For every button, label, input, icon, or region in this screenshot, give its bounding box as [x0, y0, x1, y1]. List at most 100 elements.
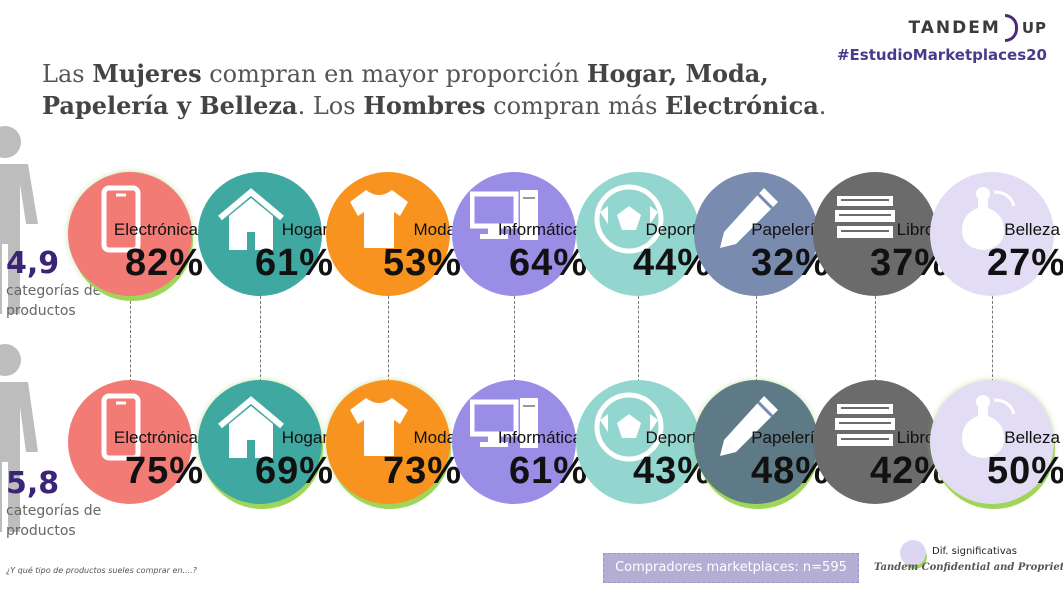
survey-question: ¿Y qué tipo de productos sueles comprar … — [6, 566, 197, 575]
category-label: Hogar — [281, 428, 328, 447]
category-label: Hogar — [281, 220, 328, 239]
category-label: Moda — [413, 220, 456, 239]
connector-line — [638, 296, 639, 382]
category-label: Belleza — [1004, 220, 1060, 239]
women-category-4: Informática 64% — [452, 172, 587, 296]
house-icon — [216, 184, 286, 254]
women-category-8: Belleza 27% — [930, 172, 1063, 296]
category-circle — [694, 380, 818, 504]
significance-marker-icon — [900, 540, 926, 566]
category-circle — [930, 380, 1054, 504]
avg-label-line: productos — [6, 523, 76, 539]
perfume-icon — [948, 184, 1018, 254]
title-bold: Electrónica — [665, 91, 819, 120]
avg-label-line: productos — [6, 303, 76, 319]
books-icon — [831, 184, 901, 254]
category-circle — [930, 172, 1054, 296]
category-circle — [452, 172, 576, 296]
category-percentage: 75% — [124, 450, 204, 492]
category-percentage: 69% — [254, 450, 334, 492]
category-label: Papelería — [751, 220, 824, 239]
man-silhouette-icon — [0, 344, 38, 532]
women-category-3: Moda 53% — [326, 172, 461, 296]
category-circle — [68, 380, 192, 504]
woman-silhouette-icon — [0, 126, 38, 314]
title-bold: Hombres — [363, 91, 486, 120]
connector-line — [992, 296, 993, 382]
title-bold: Hogar, Moda, — [586, 59, 769, 88]
men-category-3: Moda 73% — [326, 380, 461, 504]
slide-title: Las Mujeres compran en mayor proporción … — [42, 58, 862, 122]
avg-label-line: categorías de — [6, 283, 102, 299]
category-label: Deporte — [645, 428, 706, 447]
category-percentage: 82% — [124, 242, 204, 284]
category-circle — [452, 380, 576, 504]
confidential-notice: Tandem Confidential and Proprietary — [874, 562, 1063, 573]
women-category-row: Electrónica 82% Hogar 61% Moda 53% Informática… — [0, 172, 1063, 302]
category-label: Informática — [497, 428, 582, 447]
category-label: Electrónica — [113, 428, 198, 447]
title-text: compran más — [485, 92, 666, 120]
computer-icon — [469, 184, 540, 254]
category-percentage: 64% — [508, 242, 588, 284]
women-category-5: Deporte 44% — [576, 172, 711, 296]
category-percentage: 61% — [508, 450, 588, 492]
avg-label-line: categorías de — [6, 503, 102, 519]
men-category-2: Hogar 69% — [198, 380, 333, 504]
logo-text: TANDEM — [908, 18, 1001, 38]
connector-line — [388, 296, 389, 382]
women-category-6: Papelería 32% — [694, 172, 829, 296]
smartphone-icon — [86, 184, 156, 254]
logo-arc-icon — [1004, 14, 1018, 42]
title-text: Las — [42, 60, 93, 88]
category-percentage: 61% — [254, 242, 334, 284]
women-average-label: categorías de productos — [6, 281, 101, 321]
category-circle — [326, 172, 450, 296]
men-category-row: Electrónica 75% Hogar 69% Moda 73% Informática… — [0, 380, 1063, 510]
category-label: Moda — [413, 428, 456, 447]
sample-size-badge: Compradores marketplaces: n=595 — [603, 553, 859, 583]
hashtag: #EstudioMarketplaces20 — [836, 46, 1047, 64]
category-label: Deporte — [645, 220, 706, 239]
books-icon — [831, 392, 901, 462]
category-label: Papelería — [751, 428, 824, 447]
category-label: Electrónica — [113, 220, 198, 239]
category-circle — [813, 380, 937, 504]
category-circle — [68, 172, 192, 296]
men-category-6: Papelería 48% — [694, 380, 829, 504]
soccer-ball-icon — [594, 184, 664, 254]
category-circle — [576, 172, 700, 296]
category-label: Belleza — [1004, 428, 1060, 447]
title-bold: Mujeres — [92, 59, 202, 88]
men-category-4: Informática 61% — [452, 380, 587, 504]
title-bold: Papelería y Belleza — [42, 91, 298, 120]
connector-line — [260, 296, 261, 382]
category-circle — [813, 172, 937, 296]
connector-line — [875, 296, 876, 382]
men-category-7: Libros 42% — [813, 380, 948, 504]
category-circle — [694, 172, 818, 296]
title-text: . — [818, 92, 827, 120]
women-category-1: Electrónica 82% — [68, 172, 203, 296]
men-average-stat: 5,8 categorías de productos — [6, 466, 101, 541]
men-average-label: categorías de productos — [6, 501, 101, 541]
legend-label: Dif. significativas — [932, 546, 1017, 557]
category-circle — [576, 380, 700, 504]
women-category-7: Libros 37% — [813, 172, 948, 296]
category-percentage: 73% — [382, 450, 462, 492]
pencil-icon — [712, 392, 782, 462]
women-category-2: Hogar 61% — [198, 172, 333, 296]
title-text: . Los — [297, 92, 364, 120]
category-circle — [198, 380, 322, 504]
pencil-icon — [712, 184, 782, 254]
title-text: compran en mayor proporción — [201, 60, 587, 88]
tandem-up-logo: TANDEM UP #EstudioMarketplaces20 — [837, 14, 1047, 64]
perfume-icon — [948, 392, 1018, 462]
connector-line — [130, 296, 131, 382]
men-category-1: Electrónica 75% — [68, 380, 203, 504]
category-percentage: 50% — [986, 450, 1063, 492]
men-average-value: 5,8 — [6, 466, 60, 501]
soccer-ball-icon — [594, 392, 664, 462]
connector-line — [514, 296, 515, 382]
logo-suffix: UP — [1021, 19, 1047, 37]
